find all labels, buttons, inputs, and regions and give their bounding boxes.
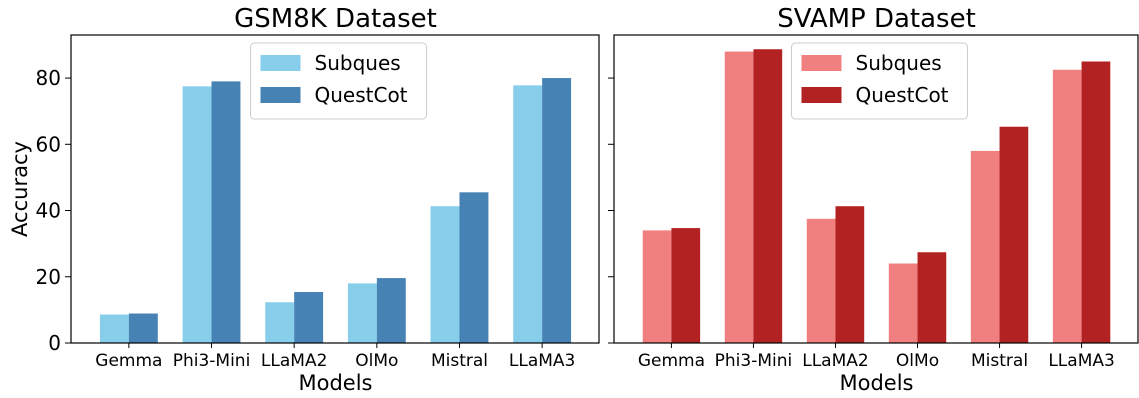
legend-label-questcot: QuestCot	[315, 83, 408, 107]
chart-title: SVAMP Dataset	[777, 4, 976, 34]
x-tick-label: OlMo	[896, 351, 939, 371]
bar-questcot-mistral	[999, 126, 1029, 343]
x-tick-label: LLaMA3	[509, 351, 575, 371]
x-tick-label: Gemma	[95, 351, 162, 371]
plot-frame	[613, 34, 1139, 344]
y-tick-label: 0	[48, 331, 61, 355]
x-tick-label: Mistral	[431, 351, 488, 371]
y-tick-label: 20	[36, 265, 61, 289]
bar-subques-llama2	[806, 218, 836, 343]
bar-questcot-gemma	[671, 228, 701, 343]
legend-swatch-questcot	[801, 87, 842, 103]
plot-frame	[70, 34, 600, 344]
bar-subques-olmo	[888, 263, 918, 343]
bar-questcot-mistral	[459, 192, 489, 343]
x-axis-label: Models	[299, 371, 373, 395]
legend-swatch-subques	[801, 55, 842, 71]
bar-subques-gemma	[642, 230, 672, 343]
x-tick-label: Mistral	[971, 351, 1028, 371]
x-tick-label: Phi3-Mini	[715, 351, 793, 371]
chart-panel-1: 0 20 40 60 80 Gemma Phi3-Mini LLaMA2 OlMo Mistral…	[8, 4, 600, 395]
legend: Subques QuestCot	[250, 42, 427, 120]
bar-questcot-llama2	[294, 291, 324, 343]
bar-questcot-phi3-mini	[753, 49, 783, 344]
bar-questcot-olmo	[376, 278, 406, 343]
legend-label-subques: Subques	[856, 51, 942, 75]
x-tick-label: OlMo	[355, 351, 398, 371]
bar-subques-gemma	[99, 314, 129, 343]
y-axis-label: Accuracy	[8, 141, 32, 237]
bar-subques-llama2	[265, 302, 295, 343]
bar-subques-phi3-mini	[724, 51, 754, 343]
x-tick-label: Gemma	[638, 351, 705, 371]
legend-swatch-subques	[260, 55, 301, 71]
x-tick-label: LLaMA3	[1048, 351, 1114, 371]
bar-subques-llama3	[513, 85, 543, 343]
y-tick-label: 60	[36, 132, 61, 156]
x-tick-label: Phi3-Mini	[173, 351, 251, 371]
bar-subques-mistral	[970, 150, 1000, 343]
bar-questcot-llama3	[1081, 61, 1111, 343]
bar-questcot-olmo	[917, 252, 947, 343]
bar-questcot-llama3	[542, 78, 572, 343]
bar-subques-llama3	[1052, 69, 1082, 343]
bar-subques-phi3-mini	[182, 86, 212, 343]
chart-title: GSM8K Dataset	[234, 4, 437, 34]
y-tick-label: 80	[36, 66, 61, 90]
y-tick-label: 40	[36, 199, 61, 223]
bar-questcot-llama2	[835, 206, 865, 343]
bar-subques-mistral	[430, 206, 460, 343]
x-tick-label: LLaMA2	[261, 351, 327, 371]
bar-questcot-gemma	[128, 313, 158, 343]
legend-label-questcot: QuestCot	[856, 83, 949, 107]
bar-questcot-phi3-mini	[211, 81, 241, 343]
chart-panel-2: Gemma Phi3-Mini LLaMA2 OlMo Mistral LLaMA3 SVA…	[608, 4, 1139, 395]
bar-subques-olmo	[347, 283, 377, 343]
x-axis-label: Models	[840, 371, 914, 395]
legend-label-subques: Subques	[315, 51, 401, 75]
x-tick-label: LLaMA2	[802, 351, 868, 371]
legend-swatch-questcot	[260, 87, 301, 103]
legend: Subques QuestCot	[791, 42, 968, 120]
